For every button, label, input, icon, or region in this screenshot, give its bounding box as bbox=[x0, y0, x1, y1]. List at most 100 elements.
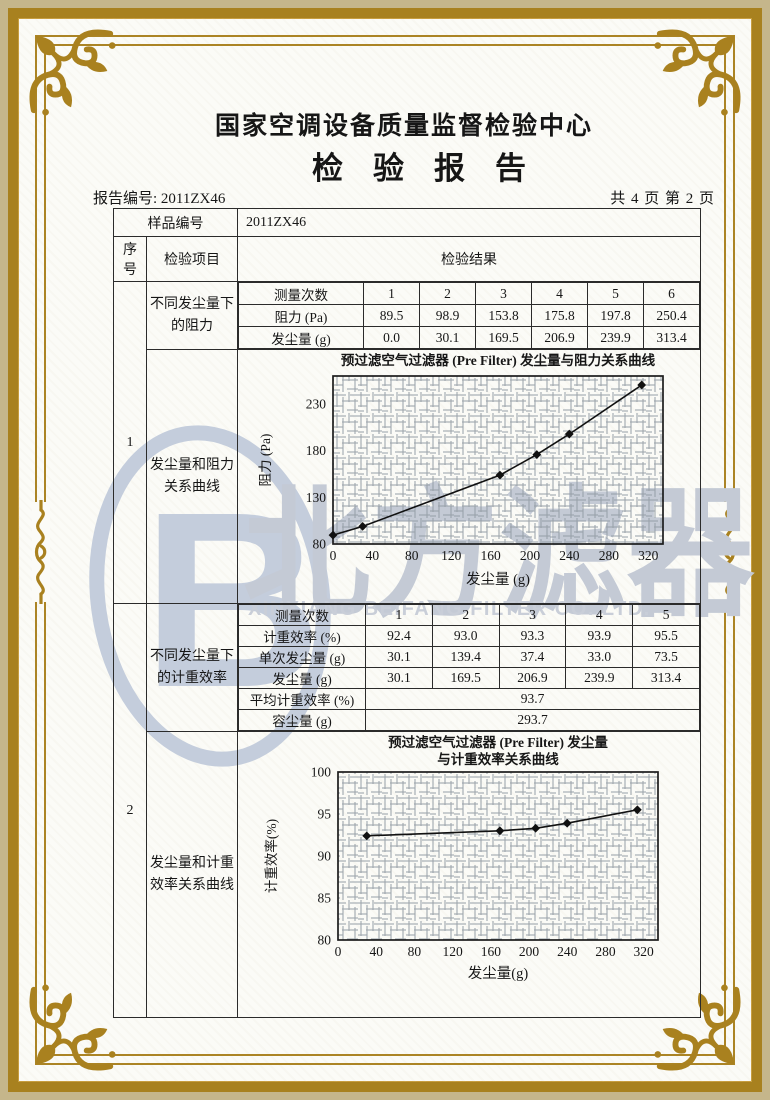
x-tick-label: 280 bbox=[595, 944, 616, 959]
x-tick-label: 200 bbox=[519, 944, 540, 959]
meas-value-cell: 139.4 bbox=[431, 646, 500, 668]
meas-value-cell: 3 bbox=[498, 604, 567, 626]
y-tick-label: 85 bbox=[318, 891, 332, 906]
meas-value-cell: 93.0 bbox=[431, 625, 500, 647]
y-tick-label: 80 bbox=[318, 933, 332, 948]
data-point-marker bbox=[632, 805, 642, 815]
x-axis-label: 发尘量(g) bbox=[468, 965, 529, 982]
meas-value-cell: 206.9 bbox=[498, 667, 567, 689]
meas-value-cell: 206.9 bbox=[531, 326, 588, 349]
measurement-subtable: 测量次数 1 2 3 4 5 6 阻力 (Pa) 89.5 98.9 153.8 175.8 197.8… bbox=[238, 282, 700, 349]
report-number: 报告编号: 2011ZX46 bbox=[93, 191, 226, 207]
section1-chart-row: 发尘量和阻力关系曲线 预过滤空气过滤器 (Pre Filter) 发尘量与阻力关… bbox=[114, 349, 701, 604]
measurement-row: 计重效率 (%) 92.4 93.0 93.3 93.9 95.5 bbox=[238, 625, 700, 647]
measurement-row: 阻力 (Pa) 89.5 98.9 153.8 175.8 197.8 250.4 bbox=[238, 304, 700, 327]
x-tick-label: 320 bbox=[638, 548, 659, 563]
meas-row-label: 测量次数 bbox=[238, 604, 366, 626]
meas-value-cell: 313.4 bbox=[643, 326, 700, 349]
y-tick-label: 230 bbox=[306, 397, 327, 412]
meas-value-cell: 5 bbox=[587, 282, 644, 305]
meas-value-cell: 2 bbox=[431, 604, 500, 626]
x-tick-label: 120 bbox=[443, 944, 464, 959]
meas-row-label: 发尘量 (g) bbox=[238, 326, 364, 349]
x-tick-label: 40 bbox=[369, 944, 383, 959]
y-tick-label: 130 bbox=[306, 490, 327, 505]
meas-value-cell: 4 bbox=[565, 604, 634, 626]
meas-value-cell: 89.5 bbox=[363, 304, 420, 327]
data-point-marker bbox=[495, 470, 505, 480]
x-tick-label: 80 bbox=[405, 548, 419, 563]
measurement-row: 发尘量 (g) 30.1 169.5 206.9 239.9 313.4 bbox=[238, 667, 700, 689]
meas-value-cell: 3 bbox=[475, 282, 532, 305]
section1-measurement-row: 1 不同发尘量下的阻力 测量次数 1 2 3 4 5 6 阻力 (Pa) 89.5 98.9 153… bbox=[113, 281, 701, 604]
meas-value-cell: 93.3 bbox=[498, 625, 567, 647]
data-point-marker bbox=[495, 826, 505, 836]
data-point-marker bbox=[531, 823, 541, 833]
measurement-subtable: 测量次数 1 2 3 4 5 计重效率 (%) 92.4 93.0 93.3 93.9 95.5 单次发… bbox=[238, 604, 700, 731]
meas-value-cell: 98.9 bbox=[419, 304, 476, 327]
col-header-result: 检验结果 bbox=[237, 236, 701, 282]
chart-title: 预过滤空气过滤器 (Pre Filter) 发尘量与阻力关系曲线 bbox=[341, 352, 656, 368]
meas-value-cell: 30.1 bbox=[419, 326, 476, 349]
meas-value-cell: 197.8 bbox=[587, 304, 644, 327]
section2-measurement-row: 2 不同发尘量下的计重效率 测量次数 1 2 3 4 5 计重效率 (%) 92.4 93.0 9… bbox=[113, 603, 701, 1018]
data-point-marker bbox=[358, 521, 368, 531]
section1-seq: 1 bbox=[113, 281, 147, 604]
meas-value-cell: 5 bbox=[632, 604, 700, 626]
sample-row: 样品编号 2011ZX46 bbox=[113, 208, 701, 237]
data-line bbox=[332, 384, 643, 536]
report-title: 检验报告 bbox=[312, 151, 556, 186]
x-tick-label: 200 bbox=[520, 548, 541, 563]
x-axis-label: 发尘量 (g) bbox=[466, 571, 530, 588]
y-tick-label: 80 bbox=[313, 537, 327, 552]
efficiency-measurement-table: 测量次数 1 2 3 4 5 计重效率 (%) 92.4 93.0 93.3 93.9 95.5 单次发… bbox=[238, 604, 700, 731]
meas-value-cell: 73.5 bbox=[632, 646, 700, 668]
avg-efficiency-value: 93.7 bbox=[365, 688, 700, 710]
y-axis-label: 计重效率(%) bbox=[263, 819, 279, 893]
meas-value-cell: 175.8 bbox=[531, 304, 588, 327]
meas-value-cell: 37.4 bbox=[498, 646, 567, 668]
plot-area bbox=[337, 771, 659, 941]
x-tick-label: 40 bbox=[366, 548, 380, 563]
meas-row-label: 发尘量 (g) bbox=[238, 667, 366, 689]
x-tick-label: 240 bbox=[557, 944, 578, 959]
page-indicator: 共 4 页 第 2 页 bbox=[610, 191, 715, 207]
section2-seq: 2 bbox=[113, 603, 147, 1018]
meas-value-cell: 93.9 bbox=[565, 625, 634, 647]
meas-value-cell: 92.4 bbox=[365, 625, 433, 647]
resistance-vs-dust-chart: 预过滤空气过滤器 (Pre Filter) 发尘量与阻力关系曲线 80 130 180… bbox=[258, 352, 664, 588]
measurement-row: 发尘量 (g) 0.0 30.1 169.5 206.9 239.9 313.4 bbox=[238, 326, 700, 349]
x-tick-label: 240 bbox=[559, 548, 580, 563]
sample-no-label: 样品编号 bbox=[113, 208, 238, 237]
section1-item1-label: 不同发尘量下的阻力 bbox=[146, 281, 238, 350]
x-tick-label: 0 bbox=[330, 548, 337, 563]
data-point-marker bbox=[637, 380, 647, 390]
meas-row-label: 计重效率 (%) bbox=[238, 625, 366, 647]
section2-chart-row: 发尘量和计重效率关系曲线 预过滤空气过滤器 (Pre Filter) 发尘量 与计… bbox=[114, 731, 701, 1018]
inspection-result-table: 样品编号 2011ZX46 序号 检验项目 检验结果 1 不同发尘量下的阻力 测… bbox=[113, 208, 701, 1018]
meas-value-cell: 33.0 bbox=[565, 646, 634, 668]
x-tick-label: 320 bbox=[634, 944, 655, 959]
meas-row-label: 测量次数 bbox=[238, 282, 364, 305]
meas-value-cell: 4 bbox=[531, 282, 588, 305]
measurement-row: 单次发尘量 (g) 30.1 139.4 37.4 33.0 73.5 bbox=[238, 646, 700, 668]
meas-value-cell: 239.9 bbox=[587, 326, 644, 349]
average-efficiency-row: 平均计重效率 (%) 93.7 bbox=[238, 688, 700, 710]
meas-value-cell: 169.5 bbox=[431, 667, 500, 689]
data-point-marker bbox=[562, 818, 572, 828]
meas-value-cell: 153.8 bbox=[475, 304, 532, 327]
meas-value-cell: 0.0 bbox=[363, 326, 420, 349]
dust-capacity-label: 容尘量 (g) bbox=[238, 709, 366, 731]
meas-value-cell: 169.5 bbox=[475, 326, 532, 349]
meas-value-cell: 30.1 bbox=[365, 667, 433, 689]
y-axis-label: 阻力 (Pa) bbox=[258, 434, 273, 487]
meas-value-cell: 2 bbox=[419, 282, 476, 305]
meas-value-cell: 1 bbox=[365, 604, 433, 626]
col-header-seq: 序号 bbox=[113, 236, 147, 282]
meas-value-cell: 1 bbox=[363, 282, 420, 305]
y-tick-label: 180 bbox=[306, 443, 327, 458]
measurement-row: 测量次数 1 2 3 4 5 bbox=[238, 604, 700, 626]
section1-item2-label: 发尘量和阻力关系曲线 bbox=[146, 349, 238, 604]
